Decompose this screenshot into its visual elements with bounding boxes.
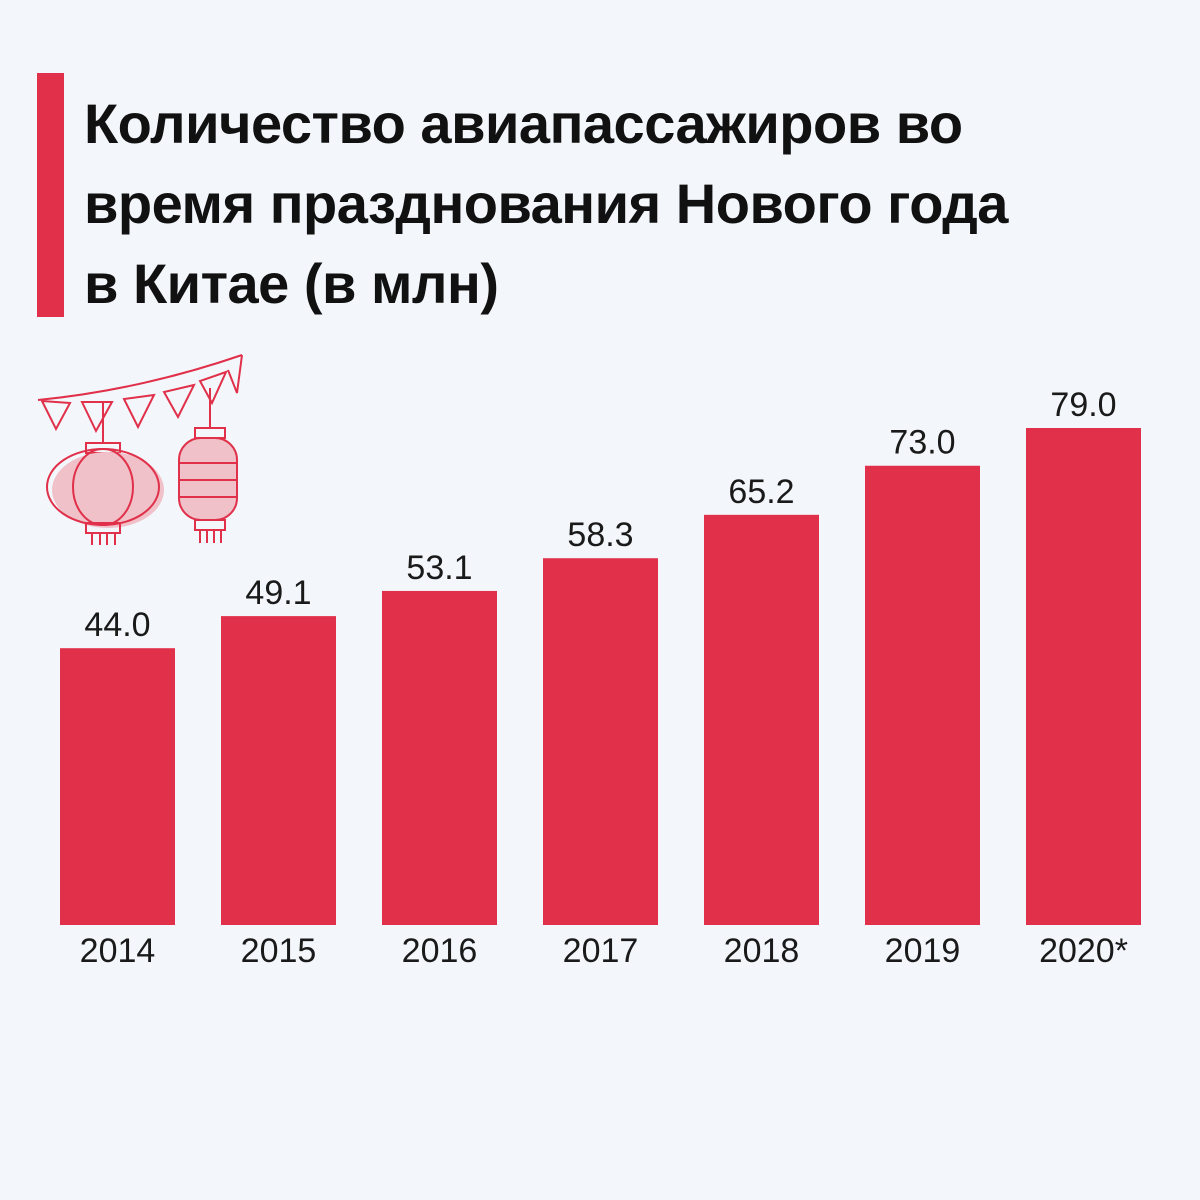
category-label: 2018: [724, 932, 800, 970]
title-accent-bar: [37, 73, 64, 317]
value-label: 44.0: [84, 606, 150, 644]
category-label: 2016: [402, 932, 478, 970]
value-label: 65.2: [728, 473, 794, 511]
category-label: 2014: [80, 932, 156, 970]
chart-title: Количество авиапассажиров во время празд…: [84, 84, 1164, 324]
category-label: 2019: [885, 932, 961, 970]
bar-2018: [704, 514, 819, 925]
cylinder-lantern-icon: [178, 388, 238, 543]
bar-2015: [221, 616, 336, 925]
bar-2019: [865, 465, 980, 925]
title-line-1: Количество авиапассажиров во: [84, 92, 963, 155]
title-line-3: в Китае (в млн): [84, 252, 499, 315]
lantern-decoration-icon: [37, 354, 243, 545]
bar-2020: [1026, 428, 1141, 925]
category-label: 2017: [563, 932, 639, 970]
bar-2014: [60, 648, 175, 925]
value-label: 73.0: [889, 424, 955, 462]
value-label: 49.1: [245, 574, 311, 612]
value-label: 53.1: [406, 549, 472, 587]
title-line-2: время празднования Нового года: [84, 172, 1008, 235]
category-label: 2015: [241, 932, 317, 970]
value-label: 79.0: [1050, 386, 1116, 424]
round-lantern-icon: [46, 403, 164, 545]
bar-2017: [543, 558, 658, 925]
value-label: 58.3: [567, 516, 633, 554]
bunting-flags-icon: [37, 354, 243, 434]
bar-2016: [382, 590, 497, 925]
category-label: 2020*: [1039, 932, 1128, 970]
